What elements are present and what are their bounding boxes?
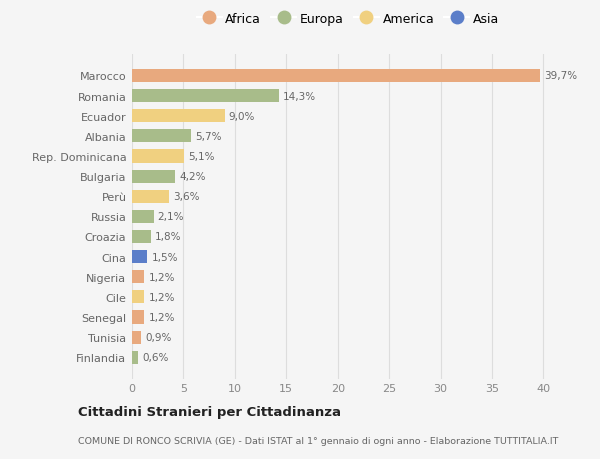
Text: 1,8%: 1,8% bbox=[155, 232, 181, 242]
Bar bbox=[132, 251, 148, 263]
Text: 9,0%: 9,0% bbox=[229, 112, 255, 122]
Text: 1,2%: 1,2% bbox=[148, 292, 175, 302]
Bar bbox=[132, 110, 224, 123]
Text: COMUNE DI RONCO SCRIVIA (GE) - Dati ISTAT al 1° gennaio di ogni anno - Elaborazi: COMUNE DI RONCO SCRIVIA (GE) - Dati ISTA… bbox=[78, 436, 559, 445]
Text: Cittadini Stranieri per Cittadinanza: Cittadini Stranieri per Cittadinanza bbox=[78, 405, 341, 419]
Text: 2,1%: 2,1% bbox=[158, 212, 184, 222]
Bar bbox=[132, 311, 145, 324]
Text: 3,6%: 3,6% bbox=[173, 192, 200, 202]
Bar bbox=[132, 230, 151, 243]
Text: 5,1%: 5,1% bbox=[188, 151, 215, 162]
Bar bbox=[132, 351, 138, 364]
Bar bbox=[132, 90, 279, 103]
Text: 0,6%: 0,6% bbox=[142, 353, 169, 363]
Text: 5,7%: 5,7% bbox=[195, 132, 221, 141]
Bar bbox=[132, 331, 141, 344]
Text: 0,9%: 0,9% bbox=[145, 332, 172, 342]
Text: 14,3%: 14,3% bbox=[283, 91, 316, 101]
Bar bbox=[132, 130, 191, 143]
Bar bbox=[132, 190, 169, 203]
Bar bbox=[132, 271, 145, 284]
Text: 4,2%: 4,2% bbox=[179, 172, 206, 182]
Bar bbox=[132, 291, 145, 304]
Text: 1,5%: 1,5% bbox=[152, 252, 178, 262]
Text: 39,7%: 39,7% bbox=[544, 71, 578, 81]
Legend: Africa, Europa, America, Asia: Africa, Europa, America, Asia bbox=[197, 13, 499, 26]
Bar bbox=[132, 170, 175, 183]
Text: 1,2%: 1,2% bbox=[148, 272, 175, 282]
Bar bbox=[132, 70, 541, 83]
Bar bbox=[132, 210, 154, 224]
Text: 1,2%: 1,2% bbox=[148, 312, 175, 322]
Bar bbox=[132, 150, 184, 163]
